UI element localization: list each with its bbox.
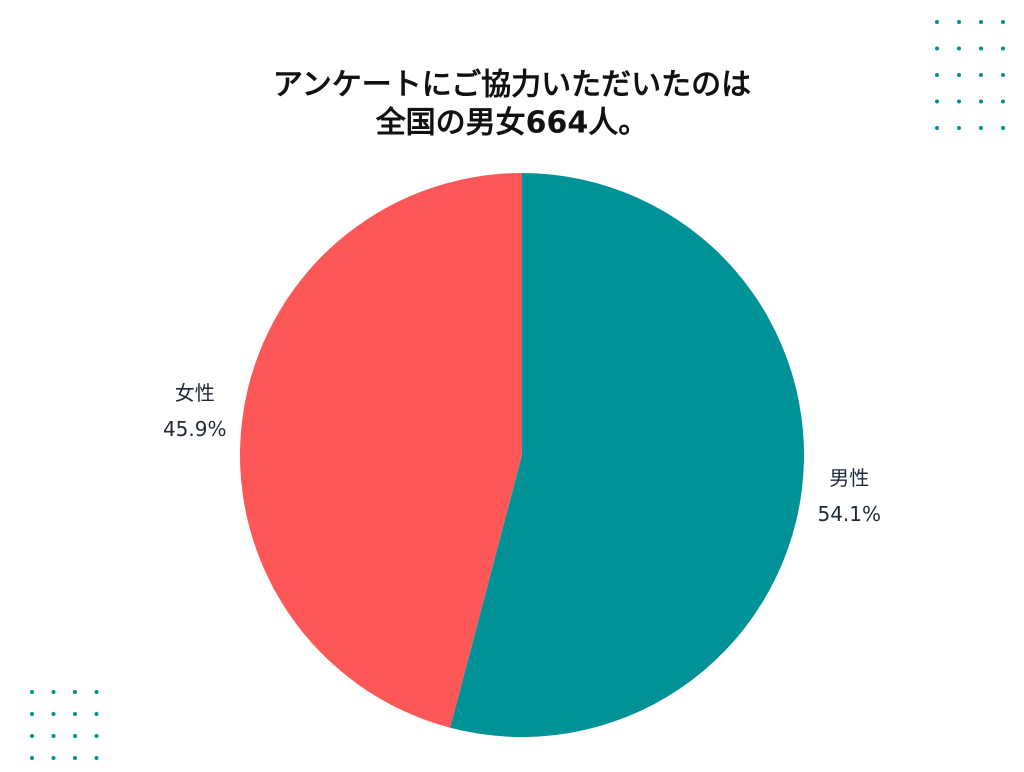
decor-dot (979, 99, 983, 104)
decor-dot (935, 126, 939, 130)
chart-title: アンケートにご協力いただいたのは (273, 68, 751, 103)
decor-dot (30, 690, 34, 694)
decor-dot (94, 734, 99, 738)
decor-dot (94, 690, 99, 694)
decor-dot (979, 126, 983, 130)
decor-dot (94, 756, 99, 760)
decor-dot (30, 756, 34, 760)
decor-dot (979, 20, 983, 24)
decor-dot (51, 734, 56, 738)
decor-dot (957, 73, 961, 77)
slice-value-label: 45.9% (163, 417, 227, 441)
decor-dot (73, 712, 77, 716)
decor-dot (957, 126, 961, 130)
decor-dot (73, 756, 77, 760)
decor-dot (51, 712, 56, 716)
decor-dot (935, 46, 939, 51)
decor-dot (935, 73, 939, 77)
slice-value-label: 54.1% (817, 502, 881, 526)
decor-dot (957, 20, 961, 24)
decor-dot (1001, 126, 1005, 130)
chart-title: 全国の男女664人。 (375, 106, 649, 141)
decor-dot (94, 712, 99, 716)
decor-dot (73, 690, 77, 694)
decor-dot (1001, 99, 1005, 104)
pie-slice (240, 173, 522, 728)
slice-label: 女性 (175, 381, 215, 405)
decor-dot (957, 99, 961, 104)
decor-dot (1001, 73, 1005, 77)
decor-dot (51, 690, 56, 694)
decor-dot (957, 46, 961, 51)
decor-dot (30, 712, 34, 716)
decor-dot (935, 20, 939, 24)
decor-dot (51, 756, 56, 760)
decor-dot (979, 46, 983, 51)
decor-dot (1001, 46, 1005, 51)
decor-dot (73, 734, 77, 738)
decor-dot (935, 99, 939, 104)
slice-label: 男性 (829, 466, 869, 490)
decor-dot (1001, 20, 1005, 24)
decor-dot (979, 73, 983, 77)
pie-slice (450, 173, 804, 737)
decor-dot (30, 734, 34, 738)
